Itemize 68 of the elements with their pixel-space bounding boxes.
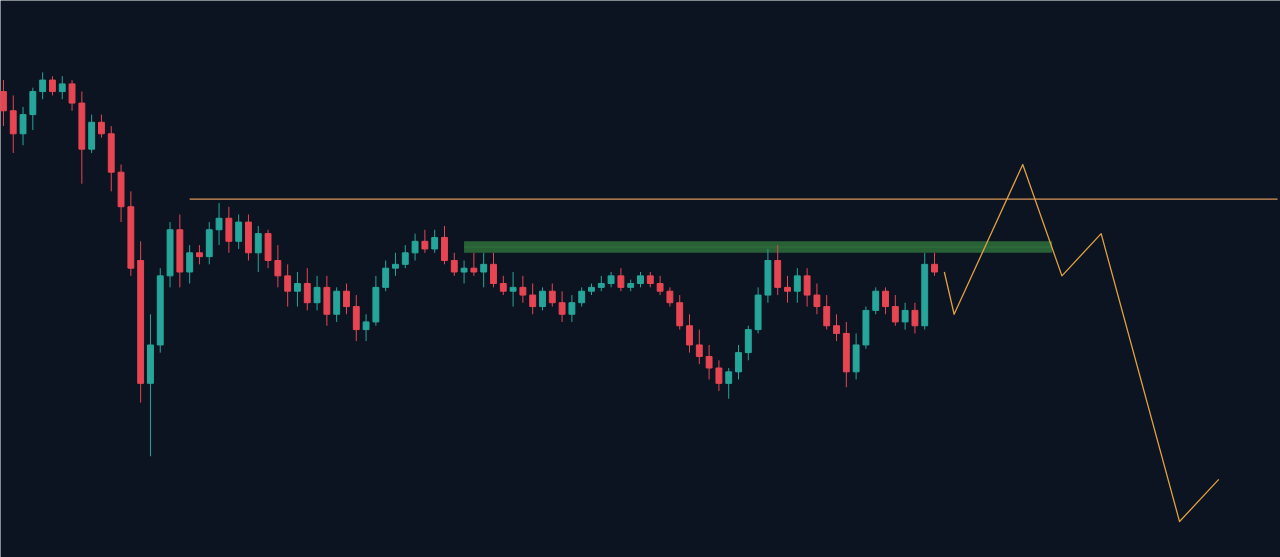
candlestick [333,286,341,323]
candlestick [911,302,919,334]
candlestick [215,202,223,246]
candlestick [490,252,497,288]
candlestick [686,313,693,354]
candlestick [656,275,664,296]
candlestick [98,114,105,139]
candlestick [480,252,488,288]
candlestick [49,75,56,96]
candlestick [450,252,458,277]
candlestick [235,213,243,250]
candlestick [813,283,821,315]
candlestick [362,313,370,342]
candlestick [666,286,674,308]
candlestick [401,244,409,269]
candlestick [793,267,801,304]
candlestick [68,79,76,112]
candlestick [421,229,429,254]
candlestick [882,286,889,315]
candlestick [519,275,527,304]
candlestick [558,290,566,323]
candlestick [499,275,507,296]
candlestick [695,329,703,365]
candlestick [931,252,938,277]
candlestick [460,259,468,285]
candlestick [274,244,282,288]
candlestick [39,71,47,100]
candlestick [196,244,203,265]
candlestick [735,344,742,381]
candlestick [529,283,537,315]
candlestick [744,325,752,361]
candlestick [225,206,233,254]
candlestick [294,271,301,308]
candlestick [392,252,399,277]
candlestick [901,302,909,331]
candlestick [0,79,7,127]
candlestick [715,359,723,392]
candlestick [578,286,586,308]
candlestick [29,87,37,131]
candlestick [470,252,478,277]
candlestick [284,263,292,308]
candlestick [254,225,262,273]
candlestick [784,275,791,304]
candlestick [617,267,625,292]
candlestick [509,271,517,308]
candlestick [539,286,546,311]
candlestick [19,106,27,146]
candlestick [9,94,17,154]
candlestick [431,229,439,254]
candlestick [58,75,66,100]
candlestick [303,267,311,311]
candlestick [441,225,448,265]
candlestick [548,283,556,308]
candlestick [823,294,831,331]
candlestick [382,259,390,292]
candlestick [411,233,419,261]
candlestick [803,267,811,308]
candlestick [352,294,360,342]
candlestick [833,313,840,342]
candlestick [872,286,880,315]
candlestick [725,367,733,400]
candlestick [676,294,684,331]
candlestick [343,283,350,315]
candlestick [705,344,713,381]
candlestick [568,294,576,323]
candlestick [313,275,321,311]
candlestick [891,294,899,327]
candlestick [186,244,194,285]
